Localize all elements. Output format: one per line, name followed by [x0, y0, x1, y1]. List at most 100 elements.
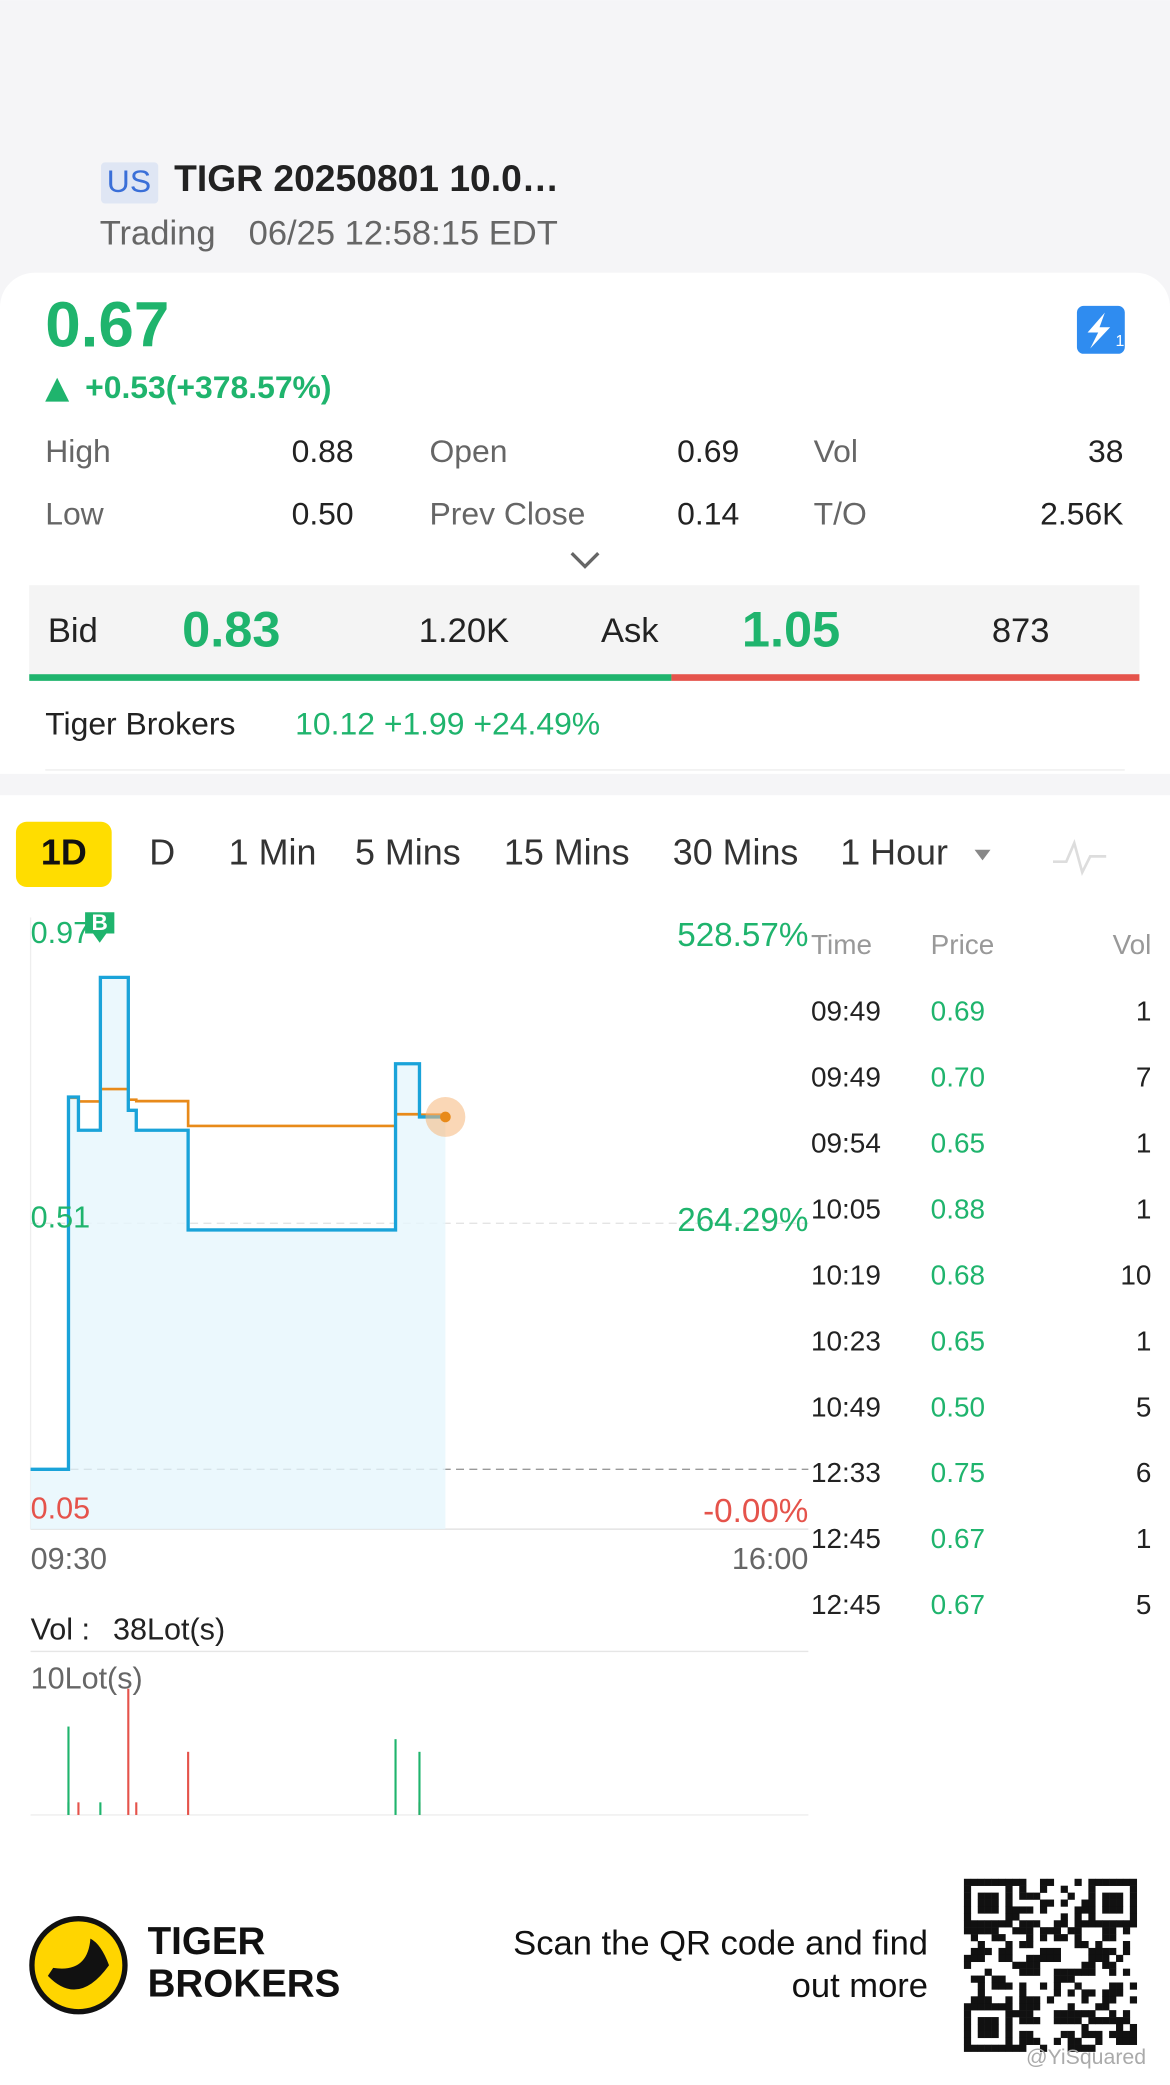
qr-cell [963, 1885, 972, 1893]
stat-label: T/O [814, 495, 867, 531]
qr-cell [1067, 2010, 1075, 2018]
qr-cell [1053, 2037, 1061, 2045]
qr-cell [1129, 2023, 1138, 2032]
qr-cell [1005, 1913, 1013, 1921]
qr-cell [1060, 1968, 1068, 1976]
qr-cell [977, 1975, 985, 1983]
qr-cell [991, 2017, 999, 2025]
stat-value: 0.14 [677, 495, 739, 531]
qr-cell [1095, 1920, 1103, 1928]
qr-cell [1081, 2044, 1089, 2052]
timeframe-tab[interactable]: 5 Mins [355, 833, 461, 873]
table-header: Time [811, 929, 872, 960]
qr-cell [1088, 1968, 1096, 1976]
ask: 1.05 [742, 600, 840, 657]
timestamp: 06/25 12:58:15 EDT [249, 215, 558, 253]
qr-cell [1026, 1892, 1034, 1900]
timeframe-tab[interactable]: D [149, 833, 175, 873]
active-tab-bg[interactable] [15, 821, 112, 887]
qr-cell [1109, 2030, 1117, 2039]
qr-cell [1109, 1968, 1117, 1976]
timeframe-tab[interactable]: 15 Mins [504, 833, 630, 873]
qr-cell [1019, 1968, 1027, 1976]
qr-cell [1074, 2010, 1082, 2018]
tab-dropdown[interactable] [974, 849, 991, 861]
qr-cell [1067, 1968, 1075, 1976]
qr-cell [1074, 1934, 1082, 1942]
qr-cell [1005, 2044, 1013, 2052]
qr-cell [984, 1878, 992, 1886]
qr-cell [1039, 1954, 1048, 1963]
table-header: Price [931, 929, 995, 960]
up-arrow [45, 377, 70, 402]
timeframe-tab[interactable]: 1D [41, 833, 87, 873]
qr-cell [1026, 2037, 1034, 2045]
expand-chevron[interactable] [570, 552, 600, 569]
qr-cell [984, 2003, 992, 2011]
trade-price: 0.88 [931, 1193, 985, 1224]
qr-cell [977, 1989, 985, 1997]
qr-cell [1053, 1954, 1061, 1963]
trade-time: 09:49 [811, 1062, 881, 1093]
timeframe-tab[interactable]: 1 Min [229, 833, 317, 873]
qr-cell [1033, 1954, 1041, 1963]
scan-text: Scan the QR code and find [513, 1924, 928, 1962]
qr-cell [1109, 1934, 1117, 1942]
y2-tick-label: -0.00% [703, 1493, 808, 1530]
vol-bar [135, 1802, 138, 1815]
qr-cell [1033, 1961, 1041, 1969]
qr-cell [1088, 1885, 1096, 1893]
timeframe-tab[interactable]: 30 Mins [673, 833, 799, 873]
qr-cell [1102, 1934, 1110, 1942]
qr-cell [977, 1927, 985, 1935]
qr-cell [1122, 2010, 1131, 2018]
qr-cell [1116, 2037, 1124, 2045]
qr-cell [970, 1934, 979, 1942]
qr-cell [1019, 1996, 1027, 2004]
qr-cell [970, 1975, 979, 1983]
qr-cell [1129, 2037, 1138, 2045]
stat-label: Low [45, 495, 104, 531]
qr-cell [984, 1906, 992, 1914]
trade-time: 10:19 [811, 1259, 881, 1290]
qr-cell [1088, 1989, 1096, 1997]
qr-cell [977, 2017, 985, 2025]
qr-cell [1067, 2003, 1075, 2011]
qr-cell [1095, 2017, 1103, 2025]
qr-cell [984, 1996, 992, 2004]
qr-cell [1129, 1878, 1138, 1886]
qr-cell [1081, 1996, 1089, 2004]
qr-cell [1109, 1920, 1117, 1928]
qr-cell [1081, 2023, 1089, 2032]
qr-cell [963, 2037, 972, 2045]
qr-cell [1109, 2010, 1117, 2018]
qr-cell [1019, 1941, 1027, 1949]
qr-cell [991, 1982, 999, 1990]
qr-cell [1039, 1934, 1048, 1942]
indicator-icon[interactable] [1053, 839, 1107, 877]
qr-cell [1060, 2030, 1068, 2039]
vol-label: Vol : [31, 1613, 90, 1647]
qr-cell [1109, 2017, 1117, 2025]
trade-price: 0.68 [931, 1259, 985, 1290]
qr-cell [1012, 1906, 1020, 1914]
qr-cell [1122, 1927, 1131, 1935]
qr-cell [1074, 2037, 1082, 2045]
trade-vol: 1 [1136, 1193, 1152, 1224]
qr-cell [963, 1961, 972, 1969]
price: 0.67 [45, 289, 169, 361]
qr-cell [1005, 2010, 1013, 2018]
qr-cell [1012, 1961, 1020, 1969]
qr-cell [1088, 1892, 1096, 1900]
qr-cell [984, 2023, 992, 2032]
qr-cell [963, 1906, 972, 1914]
separator [0, 773, 1170, 796]
qr-cell [1109, 1899, 1117, 1907]
qr-cell [1033, 1996, 1041, 2004]
qr-cell [1074, 1941, 1082, 1949]
qr-cell [1122, 1968, 1131, 1976]
qr-cell [1039, 1878, 1048, 1886]
timeframe-tab[interactable]: 1 Hour [840, 833, 948, 873]
